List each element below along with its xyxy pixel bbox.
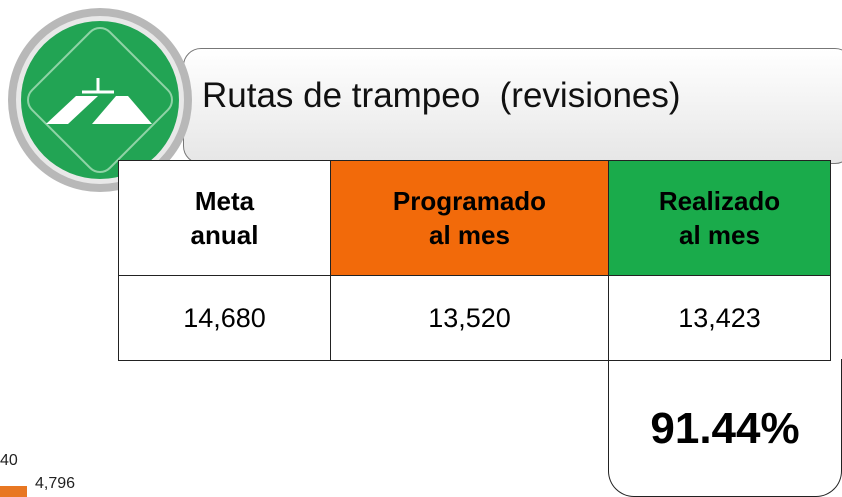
title: Rutas de trampeo (revisiones) — [202, 76, 681, 115]
icon — [8, 8, 192, 192]
header-cell: Meta anual — [118, 160, 331, 276]
value-cell: 13,423 — [608, 275, 831, 361]
percentage: 91.44% — [650, 404, 800, 453]
fragment-label: 4,796 — [35, 475, 76, 492]
value-cell: 13,520 — [330, 275, 609, 361]
fragment-bar — [0, 486, 27, 497]
summary-table: Meta anual Programado al mes Realizado al m… — [118, 160, 831, 361]
header-cell: Realizado al mes — [608, 160, 831, 276]
fragment-label: 40 — [0, 452, 18, 469]
value-cell: 14,680 — [118, 275, 331, 361]
header-cell: Programado al mes — [330, 160, 609, 276]
header-box — [183, 48, 842, 164]
